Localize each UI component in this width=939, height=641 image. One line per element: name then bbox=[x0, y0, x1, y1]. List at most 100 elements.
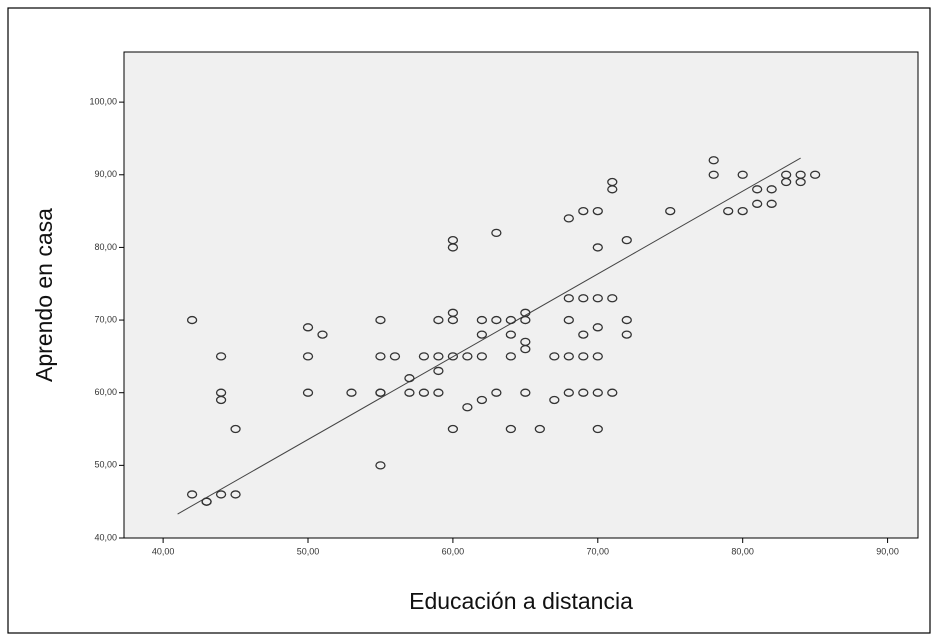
point bbox=[447, 243, 459, 252]
point bbox=[433, 366, 444, 376]
point bbox=[578, 294, 589, 303]
x-tick-label: 90,00 bbox=[876, 546, 899, 556]
point bbox=[563, 352, 574, 361]
point bbox=[578, 330, 589, 339]
point bbox=[447, 424, 459, 434]
point bbox=[766, 199, 777, 208]
point bbox=[491, 228, 502, 238]
x-tick-label: 50,00 bbox=[297, 546, 320, 556]
point bbox=[375, 352, 386, 361]
point bbox=[621, 330, 632, 339]
point bbox=[752, 199, 763, 208]
point bbox=[346, 388, 357, 397]
x-tick-label: 70,00 bbox=[587, 546, 610, 556]
point bbox=[708, 156, 719, 165]
point bbox=[752, 185, 763, 194]
y-tick-label: 40,00 bbox=[94, 532, 117, 542]
point bbox=[389, 352, 401, 361]
fit-line bbox=[177, 157, 801, 515]
point bbox=[447, 352, 459, 361]
x-tick-label: 40,00 bbox=[152, 546, 175, 556]
point bbox=[186, 490, 198, 499]
point bbox=[665, 206, 676, 216]
point bbox=[563, 214, 574, 223]
point bbox=[418, 388, 430, 397]
point bbox=[476, 352, 488, 361]
point bbox=[462, 352, 473, 361]
point bbox=[520, 315, 531, 325]
x-axis-title: Educación a distancia bbox=[409, 588, 633, 614]
point bbox=[433, 388, 444, 397]
point bbox=[592, 323, 603, 332]
point bbox=[302, 352, 314, 361]
point bbox=[795, 177, 806, 187]
point bbox=[476, 315, 488, 325]
point bbox=[592, 243, 603, 252]
point bbox=[505, 315, 517, 325]
point bbox=[708, 170, 719, 179]
point bbox=[215, 395, 227, 405]
point bbox=[780, 177, 792, 187]
point bbox=[607, 294, 618, 303]
point bbox=[491, 388, 502, 397]
point bbox=[737, 170, 748, 179]
point bbox=[476, 330, 488, 339]
point bbox=[592, 388, 603, 397]
point bbox=[809, 170, 821, 179]
y-tick-label: 100,00 bbox=[89, 97, 117, 107]
point bbox=[592, 294, 603, 303]
point bbox=[607, 388, 618, 397]
point bbox=[433, 315, 444, 325]
point bbox=[433, 352, 444, 361]
point bbox=[230, 424, 241, 434]
point bbox=[578, 206, 589, 216]
y-tick-label: 70,00 bbox=[94, 314, 117, 324]
point bbox=[476, 395, 488, 405]
y-tick-label: 80,00 bbox=[94, 242, 117, 252]
point bbox=[230, 490, 241, 499]
point bbox=[317, 330, 328, 339]
point bbox=[520, 388, 531, 397]
point bbox=[186, 315, 198, 325]
point bbox=[302, 388, 314, 397]
point bbox=[505, 352, 517, 361]
point bbox=[592, 424, 603, 434]
point bbox=[520, 344, 531, 354]
point bbox=[549, 352, 560, 361]
point bbox=[563, 294, 574, 303]
point bbox=[578, 352, 589, 361]
point bbox=[592, 352, 603, 361]
y-tick-label: 90,00 bbox=[94, 169, 117, 179]
point bbox=[447, 315, 459, 325]
point bbox=[462, 403, 473, 412]
point bbox=[505, 424, 517, 434]
point bbox=[404, 374, 415, 383]
point bbox=[723, 206, 734, 216]
point bbox=[215, 490, 227, 499]
y-axis-title: Aprendo en casa bbox=[31, 208, 57, 382]
point bbox=[215, 352, 227, 361]
point bbox=[621, 315, 632, 325]
point bbox=[375, 461, 386, 470]
point bbox=[302, 323, 314, 332]
point bbox=[563, 388, 574, 397]
point bbox=[549, 395, 560, 405]
x-tick-label: 60,00 bbox=[442, 546, 465, 556]
plot-area bbox=[123, 51, 919, 539]
point bbox=[737, 206, 748, 216]
y-tick-label: 50,00 bbox=[94, 460, 117, 470]
x-tick-label: 80,00 bbox=[731, 546, 754, 556]
point bbox=[766, 185, 777, 194]
point bbox=[534, 424, 545, 434]
point bbox=[578, 388, 589, 397]
point bbox=[491, 315, 502, 325]
point bbox=[201, 497, 212, 506]
point bbox=[404, 388, 415, 397]
point bbox=[375, 315, 386, 325]
point bbox=[621, 236, 632, 245]
y-tick-label: 60,00 bbox=[94, 387, 117, 397]
point bbox=[418, 352, 430, 361]
point bbox=[592, 206, 603, 216]
point bbox=[505, 330, 517, 339]
